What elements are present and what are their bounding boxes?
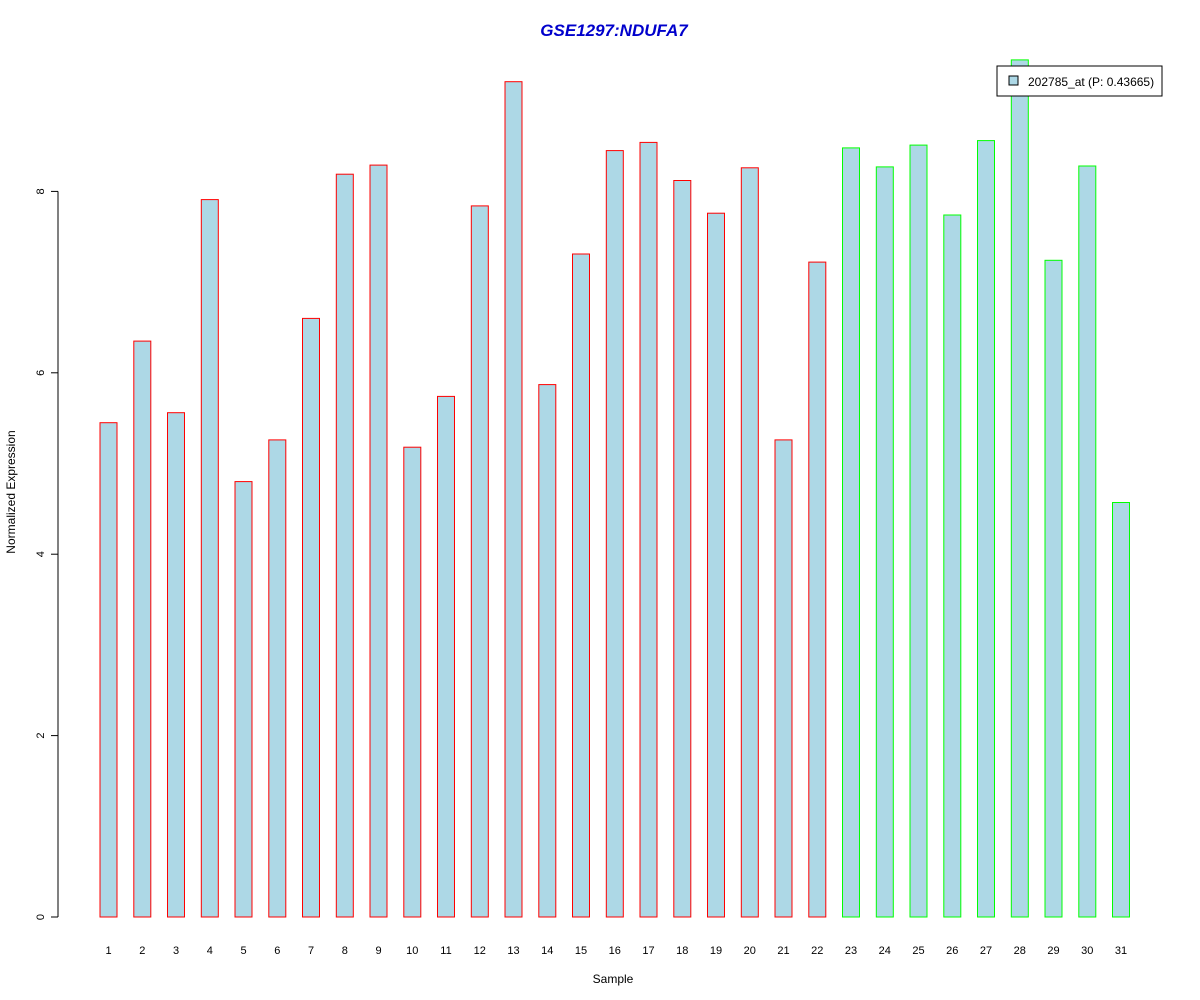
- bar-sample-2: [133, 340, 152, 918]
- chart-title: GSE1297:NDUFA7: [540, 21, 689, 40]
- y-tick-label: 6: [35, 370, 47, 376]
- bar-sample-17: [639, 141, 658, 918]
- bar-sample-3: [167, 412, 185, 918]
- x-tick-label: 27: [980, 945, 992, 957]
- x-tick-label: 7: [308, 945, 314, 957]
- bars-group: [99, 59, 1130, 918]
- y-tick-label: 2: [35, 733, 47, 739]
- x-tick-label: 26: [946, 945, 958, 957]
- x-tick-label: 1: [105, 945, 111, 957]
- bar-sample-24: [875, 166, 894, 918]
- bar-sample-22: [808, 261, 827, 918]
- x-tick-label: 12: [474, 945, 486, 957]
- x-tick-label: 18: [676, 945, 688, 957]
- x-tick-label: 25: [912, 945, 924, 957]
- bar-sample-6: [268, 439, 287, 918]
- x-axis-label: Sample: [593, 972, 634, 986]
- bar-sample-7: [302, 317, 320, 918]
- x-tick-label: 24: [879, 945, 891, 957]
- x-tick-label: 10: [406, 945, 418, 957]
- bar-sample-8: [335, 173, 354, 918]
- x-tick-label: 20: [744, 945, 756, 957]
- x-tick-label: 28: [1014, 945, 1026, 957]
- bar-sample-9: [369, 164, 388, 918]
- legend-swatch: [1008, 75, 1019, 86]
- y-axis-label: Normalized Expression: [4, 430, 18, 553]
- bar-sample-20: [740, 167, 759, 918]
- x-tick-label: 31: [1115, 945, 1127, 957]
- x-tick-label: 29: [1047, 945, 1059, 957]
- y-tick-label: 0: [35, 914, 47, 920]
- x-tick-label: 15: [575, 945, 587, 957]
- x-tick-label: 16: [609, 945, 621, 957]
- bar-sample-10: [403, 446, 422, 918]
- bar-sample-15: [572, 253, 590, 918]
- y-tick-label: 8: [35, 188, 47, 194]
- legend-entry-label: 202785_at (P: 0.43665): [1028, 75, 1154, 89]
- bar-sample-16: [605, 150, 624, 918]
- x-tick-label: 22: [811, 945, 823, 957]
- x-tick-label: 9: [375, 945, 381, 957]
- y-tick-label: 4: [35, 551, 47, 557]
- bar-sample-25: [909, 144, 928, 918]
- bar-sample-14: [538, 384, 557, 918]
- bar-sample-5: [234, 481, 253, 918]
- bar-sample-1: [99, 422, 118, 918]
- bar-sample-19: [707, 212, 725, 918]
- bar-sample-12: [470, 205, 489, 918]
- y-axis: 0 2 4 6 8: [35, 188, 59, 920]
- x-tick-label: 14: [541, 945, 553, 957]
- x-tick-label: 4: [207, 945, 213, 957]
- bar-sample-29: [1044, 259, 1063, 918]
- x-tick-label: 11: [440, 945, 451, 957]
- bar-sample-11: [437, 395, 455, 918]
- bar-sample-30: [1078, 165, 1097, 918]
- x-axis-ticks: 1 2 3 4 5 6 7 8 9 10 11 12 13 14 15 16 17 18 19 20 21 22 23 24 2…: [105, 945, 1127, 957]
- x-tick-label: 23: [845, 945, 857, 957]
- x-tick-label: 21: [777, 945, 789, 957]
- x-tick-label: 5: [240, 945, 246, 957]
- legend-box: [996, 65, 1163, 97]
- legend: 202785_at (P: 0.43665): [996, 65, 1163, 97]
- bar-sample-23: [842, 147, 860, 918]
- bar-sample-18: [673, 180, 692, 918]
- bar-sample-31: [1112, 502, 1130, 918]
- bar-sample-28: [1010, 59, 1029, 918]
- bar-sample-21: [774, 439, 793, 918]
- x-tick-label: 2: [139, 945, 145, 957]
- x-tick-label: 30: [1081, 945, 1093, 957]
- bar-sample-27: [977, 140, 995, 918]
- bar-sample-26: [943, 214, 962, 918]
- bar-sample-4: [200, 199, 219, 918]
- x-tick-label: 3: [173, 945, 179, 957]
- bar-sample-13: [504, 81, 523, 918]
- x-tick-label: 6: [274, 945, 280, 957]
- x-tick-label: 17: [642, 945, 654, 957]
- x-tick-label: 8: [342, 945, 348, 957]
- x-tick-label: 13: [507, 945, 519, 957]
- x-tick-label: 19: [710, 945, 722, 957]
